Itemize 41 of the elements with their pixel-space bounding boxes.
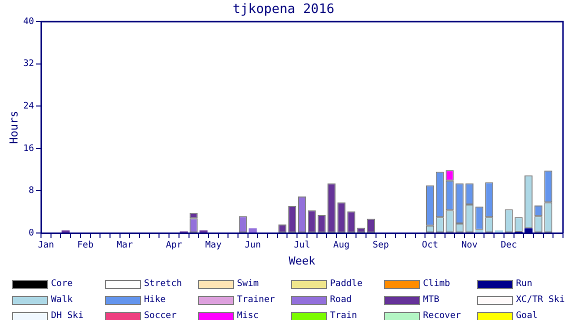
legend-label: Paddle xyxy=(330,278,363,290)
bar xyxy=(248,228,257,232)
x-tick-label: Sep xyxy=(372,240,389,251)
x-axis-title: Week xyxy=(288,254,316,268)
y-tick-label: 8 xyxy=(28,186,34,196)
y-tick-label: 16 xyxy=(23,144,34,154)
legend-label: Climb xyxy=(423,278,450,290)
bar xyxy=(475,230,484,232)
x-tick-label: Jan xyxy=(38,240,54,251)
y-tick-label: 0 xyxy=(28,228,34,238)
legend-label: Walk xyxy=(51,294,73,306)
legend-label: DH Ski xyxy=(51,310,84,320)
y-axis-title: Hours xyxy=(7,110,20,144)
legend-label: Goal xyxy=(516,310,538,320)
x-tick-label: Nov xyxy=(461,240,478,251)
legend-label: Trainer xyxy=(237,294,275,306)
x-tick-label: Oct xyxy=(422,240,438,251)
x-tick-label: Apr xyxy=(166,240,183,251)
legend-label: Swim xyxy=(237,278,259,290)
chart-title: tjkopena 2016 xyxy=(232,2,334,18)
legend-label: Train xyxy=(330,310,358,320)
legend-label: XC/TR Ski xyxy=(516,294,565,306)
legend-label: Recover xyxy=(423,310,461,320)
legend-label: Run xyxy=(516,278,532,290)
y-tick-label: 40 xyxy=(23,16,34,27)
x-tick-label: Aug xyxy=(333,240,350,251)
x-tick-label: Mar xyxy=(116,240,134,251)
x-tick-label: May xyxy=(205,240,222,251)
x-tick-label: Feb xyxy=(77,240,94,251)
x-tick-label: Jul xyxy=(294,240,310,251)
legend-label: MTB xyxy=(423,294,440,306)
legend-label: Core xyxy=(51,278,73,290)
legend-label: Hike xyxy=(144,294,166,306)
legend-label: Misc xyxy=(237,310,259,320)
x-tick-label: Jun xyxy=(244,240,261,251)
y-tick-label: 32 xyxy=(23,59,34,70)
legend-label: Soccer xyxy=(144,310,177,320)
x-tick-label: Dec xyxy=(500,240,517,251)
legend-label: Road xyxy=(330,294,352,306)
y-tick-label: 24 xyxy=(23,102,34,112)
legend-label: Stretch xyxy=(144,278,182,290)
